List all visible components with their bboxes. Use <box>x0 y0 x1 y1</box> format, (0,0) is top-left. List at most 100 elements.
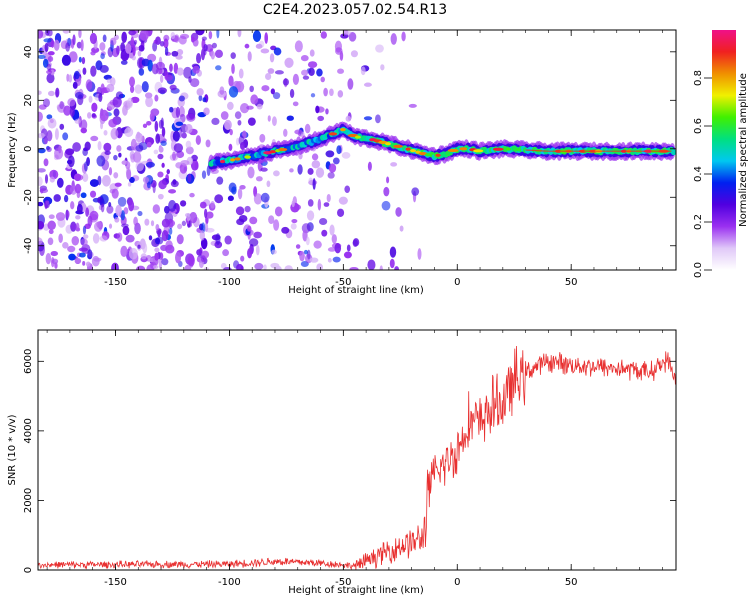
spectrogram-ytick-label: 20 <box>23 94 34 107</box>
spectrogram-cell <box>49 176 55 183</box>
spectrogram-cell <box>348 32 357 42</box>
spectrogram-cell <box>205 139 211 148</box>
spectrogram-cell <box>88 95 93 103</box>
spectrogram-cell <box>196 249 203 256</box>
spectrogram-noise <box>38 30 422 270</box>
spectrogram-cell <box>54 147 64 160</box>
spectrogram-cell <box>65 210 70 219</box>
snr-xtick-label: 50 <box>565 577 578 588</box>
spectrogram-cell <box>320 31 327 39</box>
colorbar-tick-label: 0.4 <box>693 166 704 182</box>
spectrogram-cell <box>300 55 309 62</box>
spectrogram-cell <box>211 117 220 126</box>
spectrogram-cell <box>62 132 69 141</box>
spectrogram-cell <box>505 147 512 151</box>
spectrogram-cell <box>228 75 234 87</box>
spectrogram-cell <box>230 158 236 162</box>
spectrogram-xtick-label: 50 <box>565 277 578 288</box>
spectrogram-xtick-label: -50 <box>335 277 351 288</box>
spectrogram-cell <box>98 93 103 103</box>
spectrogram-cell <box>103 74 113 80</box>
spectrogram-cell <box>139 30 149 41</box>
spectrogram-cell <box>132 44 136 56</box>
spectrogram-cell <box>237 188 243 200</box>
spectrogram-cell <box>181 132 187 139</box>
spectrogram-cell <box>120 210 126 221</box>
spectrogram-cell <box>424 153 432 157</box>
spectrogram-cell <box>85 79 93 91</box>
spectrogram-cell <box>227 195 234 202</box>
spectrogram-cell <box>343 30 352 36</box>
snr-ytick-label: 2000 <box>23 488 34 513</box>
snr-xtick-label: -150 <box>104 577 127 588</box>
colorbar-ticks: 0.0 0.2 0.4 0.6 0.8 <box>693 70 712 278</box>
spectrogram-cell <box>389 246 397 258</box>
spectrogram-ytick-label: -40 <box>23 238 34 254</box>
spectrogram-cell <box>316 68 323 77</box>
spectrogram-cell <box>175 121 184 126</box>
spectrogram-cell <box>89 179 99 187</box>
spectrogram-cell <box>128 247 138 260</box>
colorbar-tick-label: 0.2 <box>693 214 704 230</box>
spectrogram-cell <box>158 257 163 270</box>
spectrogram-cell <box>78 56 82 63</box>
spectrogram-cell <box>136 131 141 139</box>
spectrogram-cell <box>108 118 118 128</box>
spectrogram-cell <box>321 229 328 237</box>
spectrogram-cell <box>74 118 81 124</box>
spectrogram-cell <box>157 87 167 94</box>
spectrogram-cell <box>156 236 164 245</box>
spectrogram-cell <box>389 258 395 269</box>
spectrogram-cell <box>173 143 184 153</box>
spectrogram-cell <box>38 90 42 95</box>
spectrogram-cell <box>367 259 376 270</box>
spectrogram-cell <box>273 170 280 177</box>
spectrogram-cell <box>122 104 128 116</box>
spectrogram-cell <box>124 127 134 138</box>
spectrogram-cell <box>109 37 117 46</box>
spectrogram-cell <box>38 132 45 139</box>
spectrogram-cell <box>49 118 54 124</box>
spectrogram-cell <box>399 225 404 232</box>
spectrogram-ytick-label: 40 <box>23 45 34 58</box>
spectrogram-cell <box>278 147 288 152</box>
spectrogram-cell <box>153 149 159 155</box>
spectrogram-cell <box>336 145 342 155</box>
spectrogram-cell <box>43 38 52 43</box>
spectrogram-cell <box>129 85 135 94</box>
spectrogram-cell <box>146 141 152 148</box>
spectrogram-cell <box>307 61 318 68</box>
spectrogram-cell <box>381 200 391 211</box>
spectrogram-cell <box>137 50 142 57</box>
spectrogram-cell <box>240 255 245 262</box>
spectrogram-cell <box>323 202 330 207</box>
spectrogram-cell <box>171 50 179 57</box>
spectrogram-cell <box>318 217 328 225</box>
spectrogram-cell <box>50 39 55 48</box>
spectrogram-cell <box>85 261 91 267</box>
spectrogram-cell <box>50 257 55 268</box>
spectrogram-cell <box>142 176 150 184</box>
spectrogram-cell <box>153 264 159 269</box>
spectrogram-cell <box>265 72 272 80</box>
colorbar: 0.0 0.2 0.4 0.6 0.8 Normalized spectral ampl… <box>693 30 749 278</box>
spectrogram-cell <box>230 52 236 60</box>
spectrogram-cell <box>47 51 55 56</box>
spectrogram-cell <box>341 151 351 159</box>
snr-xlabel: Height of straight line (km) <box>288 585 424 596</box>
spectrogram-cell <box>71 235 80 246</box>
spectrogram-cell <box>75 227 81 232</box>
spectrogram-cell <box>185 123 193 134</box>
spectrogram-cell <box>176 49 184 56</box>
spectrogram-cell <box>224 235 232 245</box>
spectrogram-cell <box>154 94 159 102</box>
spectrogram-cell <box>128 176 135 183</box>
spectrogram-cell <box>91 113 96 118</box>
spectrogram-cell <box>363 82 372 87</box>
spectrogram-cell <box>69 106 75 117</box>
spectrogram-cell <box>186 113 196 122</box>
spectrogram-cell <box>125 234 135 243</box>
spectrogram-cell <box>45 253 52 265</box>
spectrogram-cell <box>102 34 107 43</box>
